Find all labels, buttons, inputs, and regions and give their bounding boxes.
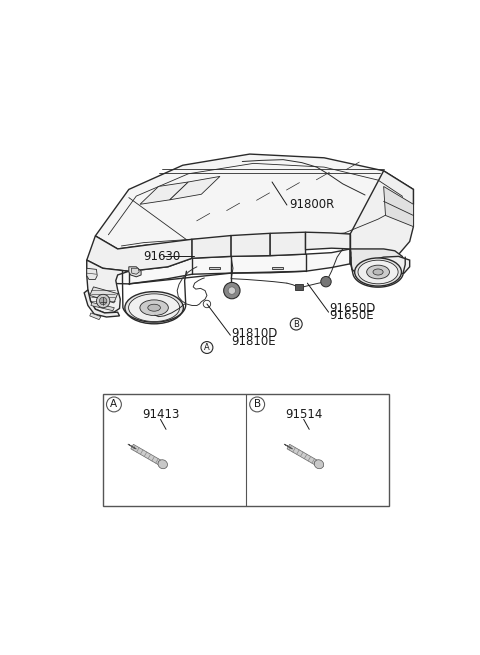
Polygon shape (305, 232, 350, 250)
Polygon shape (87, 269, 97, 280)
Ellipse shape (358, 260, 398, 284)
Ellipse shape (140, 300, 168, 316)
Polygon shape (131, 444, 164, 466)
Bar (103, 394, 389, 506)
Text: 91810E: 91810E (231, 335, 276, 348)
Text: 91514: 91514 (285, 408, 323, 421)
Text: A: A (204, 343, 210, 352)
Polygon shape (350, 171, 413, 266)
Ellipse shape (158, 460, 168, 469)
Circle shape (228, 287, 236, 294)
Ellipse shape (148, 304, 160, 311)
Ellipse shape (314, 460, 324, 469)
Ellipse shape (367, 265, 389, 279)
Circle shape (201, 341, 213, 354)
Polygon shape (91, 303, 114, 310)
Circle shape (107, 397, 121, 412)
Polygon shape (90, 287, 118, 303)
Circle shape (290, 318, 302, 330)
Polygon shape (87, 236, 192, 271)
Polygon shape (287, 444, 320, 466)
Polygon shape (84, 290, 120, 317)
Polygon shape (170, 176, 220, 200)
Circle shape (224, 282, 240, 299)
Text: 91800R: 91800R (289, 198, 334, 211)
Polygon shape (90, 313, 101, 320)
Bar (295, 284, 303, 290)
Ellipse shape (355, 258, 401, 286)
Ellipse shape (373, 269, 383, 275)
Circle shape (250, 397, 264, 412)
Polygon shape (272, 267, 283, 269)
Text: B: B (253, 400, 261, 409)
Polygon shape (96, 154, 413, 249)
Polygon shape (140, 182, 188, 204)
Polygon shape (87, 260, 129, 313)
Text: B: B (293, 320, 299, 329)
Polygon shape (128, 444, 136, 449)
Polygon shape (384, 187, 413, 227)
Polygon shape (369, 256, 410, 277)
Text: 91650E: 91650E (330, 309, 374, 322)
Polygon shape (132, 269, 139, 274)
Circle shape (321, 276, 331, 287)
Polygon shape (159, 462, 167, 466)
Circle shape (96, 294, 110, 308)
Polygon shape (231, 233, 270, 256)
Text: 91650D: 91650D (330, 302, 376, 315)
Text: A: A (110, 400, 118, 409)
Ellipse shape (125, 291, 183, 324)
Polygon shape (87, 249, 350, 284)
Text: 91810D: 91810D (231, 328, 277, 340)
Polygon shape (315, 462, 323, 466)
Polygon shape (209, 267, 220, 269)
Polygon shape (129, 267, 141, 277)
Polygon shape (192, 236, 231, 258)
Circle shape (99, 297, 107, 305)
Polygon shape (270, 232, 305, 255)
Polygon shape (350, 249, 406, 277)
Text: 91413: 91413 (142, 408, 179, 421)
Polygon shape (284, 444, 292, 449)
Ellipse shape (129, 294, 180, 322)
Text: 91630: 91630 (144, 250, 181, 263)
